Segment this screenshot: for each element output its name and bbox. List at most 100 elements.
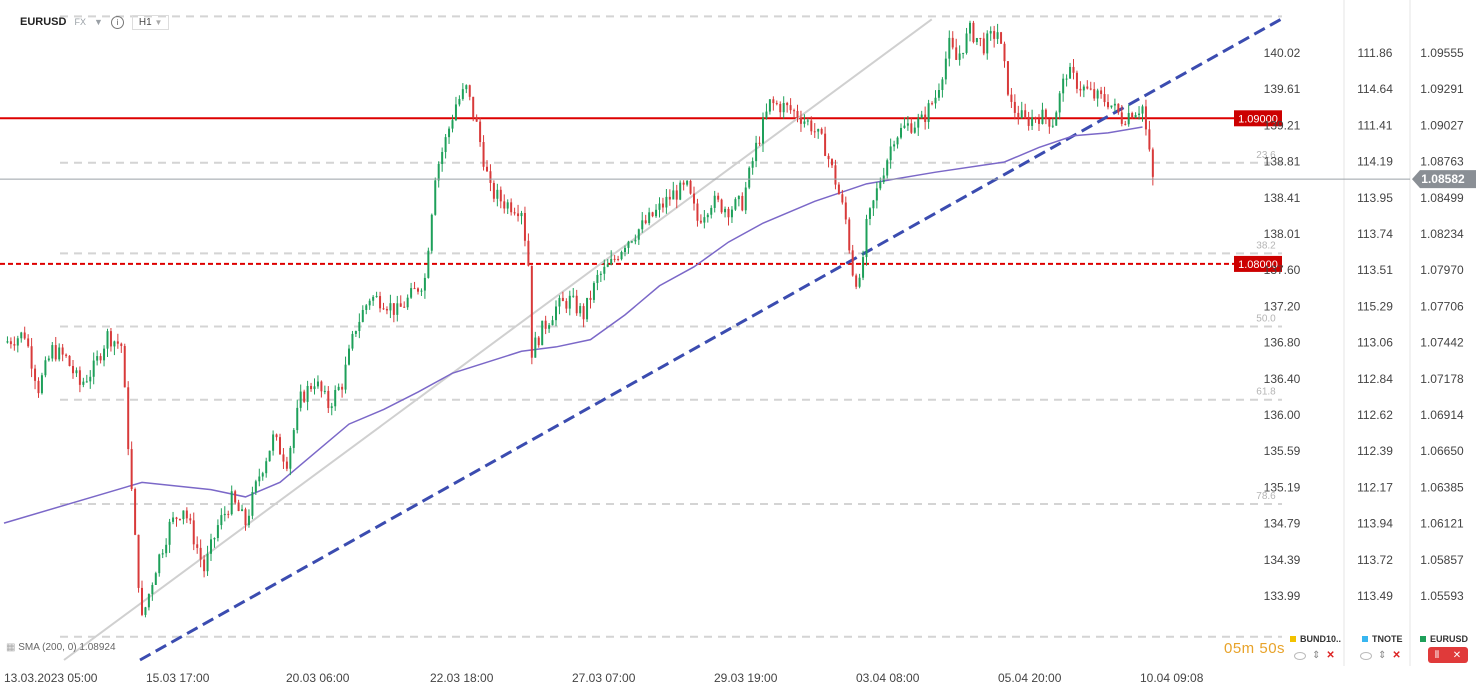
- y-tick-tertiary: 111.41: [1358, 118, 1393, 132]
- candle-body: [679, 182, 682, 200]
- candle-body: [1148, 129, 1151, 150]
- candle-body: [437, 164, 440, 181]
- y-tick-eurusd: 1.08499: [1420, 191, 1464, 205]
- candle-body: [123, 346, 126, 388]
- candle-body: [1034, 117, 1037, 120]
- candle-body: [1058, 93, 1061, 113]
- sort-icon[interactable]: ⇕: [1378, 650, 1387, 661]
- candle-body: [423, 277, 426, 291]
- candle-body: [213, 537, 216, 540]
- legend-label: BUND10..: [1300, 634, 1342, 644]
- candle-body: [247, 515, 250, 526]
- candle-body: [955, 47, 958, 60]
- drawings[interactable]: [63, 17, 1282, 662]
- candle-body: [365, 305, 368, 310]
- candle-body: [330, 406, 333, 409]
- candle-body: [648, 212, 651, 224]
- candle-body: [413, 288, 416, 290]
- y-tick-tertiary: 113.51: [1357, 263, 1393, 277]
- chevron-down-icon[interactable]: ▼: [93, 17, 103, 27]
- candle-body: [430, 214, 433, 251]
- legend-item-tnote[interactable]: TNOTE: [1362, 634, 1403, 644]
- y-tick-secondary: 135.59: [1264, 444, 1301, 458]
- info-icon[interactable]: i: [110, 15, 124, 29]
- close-icon[interactable]: ✕: [1392, 650, 1401, 661]
- candle-body: [54, 345, 57, 360]
- timeframe-select[interactable]: H1 ▼: [131, 14, 170, 30]
- candle-body: [134, 489, 137, 535]
- candle-body: [744, 187, 747, 211]
- candle-body: [448, 128, 451, 138]
- candle-body: [758, 142, 761, 144]
- candle-body: [906, 123, 909, 126]
- eurusd-controls[interactable]: ⫴ ✕: [1428, 647, 1468, 663]
- y-tick-tertiary: 111.86: [1358, 46, 1393, 60]
- candle-body: [144, 607, 147, 615]
- candle-body: [258, 476, 261, 482]
- candle-body: [693, 193, 695, 204]
- candle-body: [775, 103, 778, 105]
- candle-body: [855, 275, 858, 287]
- y-tick-tertiary: 113.74: [1357, 227, 1393, 241]
- candle-body: [655, 209, 658, 217]
- eye-icon[interactable]: [1360, 651, 1372, 660]
- x-tick: 20.03 06:00: [286, 671, 350, 685]
- candle-body: [141, 587, 143, 615]
- symbol-label[interactable]: EURUSD: [20, 16, 67, 28]
- candle-body: [361, 309, 364, 322]
- candle-body: [434, 180, 437, 215]
- candle-body: [44, 360, 47, 376]
- y-tick-eurusd: 1.07706: [1420, 299, 1464, 313]
- candle-body: [451, 120, 454, 129]
- candle-body: [703, 217, 706, 223]
- candle-body: [903, 125, 906, 128]
- candle-body: [441, 152, 444, 165]
- candle-body: [624, 247, 626, 253]
- candle-body: [579, 306, 582, 314]
- sma-indicator-label[interactable]: ▦ SMA (200, 0) 1.08924: [6, 642, 116, 653]
- candle-body: [303, 391, 306, 402]
- candle-body: [1082, 86, 1085, 91]
- sort-icon[interactable]: ⇕: [1312, 650, 1321, 661]
- close-icon[interactable]: ✕: [1326, 650, 1335, 661]
- legend-item-bund[interactable]: BUND10..: [1290, 634, 1341, 644]
- candle-body: [120, 343, 123, 347]
- horizontal-levels[interactable]: 1.09000 1.08000: [0, 110, 1282, 272]
- candle-body: [637, 229, 640, 240]
- candle-body: [851, 250, 854, 276]
- y-tick-eurusd: 1.09291: [1420, 82, 1464, 96]
- candle-body: [1006, 61, 1009, 95]
- candle-body: [858, 277, 861, 287]
- close-icon[interactable]: ✕: [1452, 649, 1462, 661]
- candle-body: [917, 118, 920, 128]
- candle-body: [931, 103, 934, 105]
- candle-body: [482, 142, 485, 167]
- candle-style-icon[interactable]: ⫴: [1434, 649, 1440, 661]
- y-tick-secondary: 139.21: [1264, 118, 1301, 132]
- candle-body: [279, 437, 281, 455]
- legend-item-eurusd[interactable]: EURUSD: [1420, 634, 1468, 644]
- candle-body: [486, 166, 488, 172]
- candle-body: [196, 544, 199, 548]
- candle-body: [23, 332, 26, 339]
- candle-body: [72, 365, 74, 374]
- level-price-label: 1.08000: [1238, 259, 1278, 271]
- candle-body: [793, 110, 796, 112]
- legend-label: EURUSD: [1430, 634, 1469, 644]
- candle-body: [937, 90, 940, 98]
- candle-body: [879, 182, 882, 189]
- candle-body: [185, 510, 188, 519]
- candle-body: [168, 521, 171, 545]
- candle-body: [9, 341, 12, 345]
- candle-body: [975, 38, 978, 43]
- eye-icon[interactable]: [1294, 651, 1306, 660]
- candle-body: [496, 189, 499, 199]
- level-price-label: 1.09000: [1238, 113, 1278, 125]
- candle-body: [82, 381, 85, 385]
- candle-body: [282, 454, 285, 462]
- candle-body: [34, 368, 37, 381]
- candle-body: [582, 306, 585, 320]
- current-price-tag: [1412, 170, 1476, 189]
